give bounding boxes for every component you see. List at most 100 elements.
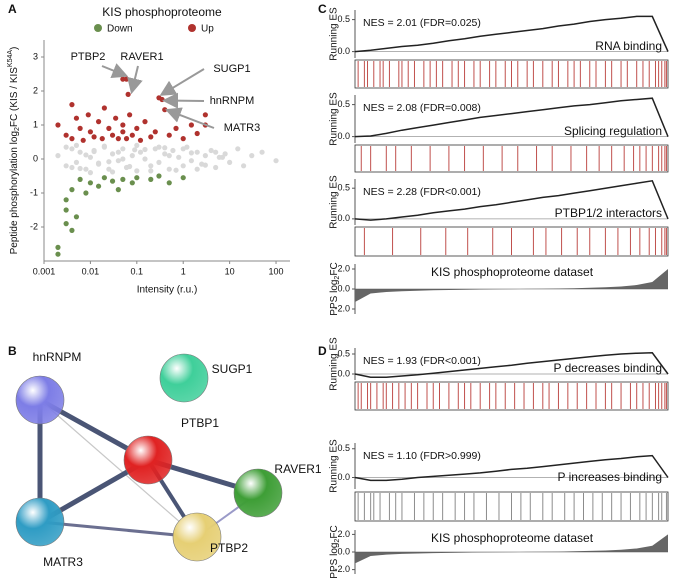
- node-label: PTBP1: [181, 416, 219, 430]
- data-point: [109, 178, 116, 184]
- data-point: [134, 168, 140, 174]
- network-node: [15, 497, 65, 547]
- data-point: [69, 227, 75, 233]
- label-part: 2: [334, 539, 341, 543]
- data-point: [115, 149, 121, 155]
- nes-annotation: NES = 2.08 (FDR=0.008): [363, 102, 481, 114]
- network-edge: [39, 399, 198, 538]
- data-point: [173, 167, 179, 173]
- y-tick-label: 0.5: [337, 443, 350, 453]
- y-axis-label: Running ES: [329, 92, 340, 146]
- hit-strip: [354, 144, 669, 173]
- chart-title: KIS phosphoproteome dataset: [431, 531, 594, 545]
- x-tick-label: 0.001: [33, 266, 56, 276]
- data-point: [208, 147, 214, 154]
- data-point: [55, 244, 61, 250]
- data-point: [91, 134, 97, 140]
- gene-set-label: P decreases binding: [553, 361, 662, 375]
- hit-strip: [354, 381, 669, 411]
- y-tick-label: 2.0: [337, 529, 350, 539]
- data-point: [162, 107, 168, 113]
- data-point: [148, 176, 154, 182]
- data-point: [73, 159, 80, 165]
- gene-set-label: RNA binding: [595, 39, 662, 53]
- data-point: [213, 164, 219, 171]
- data-point: [180, 136, 186, 142]
- annotation-arrow: [162, 92, 205, 109]
- y-tick-label: -2.0: [334, 303, 350, 313]
- data-point: [129, 132, 135, 138]
- y-axis-label: Running ES: [329, 7, 340, 61]
- legend-marker: [188, 24, 196, 32]
- node-label: PTBP2: [210, 541, 248, 555]
- data-point: [142, 146, 148, 153]
- y-axis-label: PPS log2FC: [329, 262, 342, 315]
- data-point: [63, 144, 69, 150]
- data-point: [156, 173, 162, 179]
- node-label: RAVER1: [274, 462, 321, 476]
- panel-letter: D: [318, 344, 327, 358]
- network-node: [123, 435, 173, 485]
- data-point: [101, 105, 107, 111]
- y-tick-label: 0.5: [337, 348, 350, 358]
- y-tick-label: 3: [33, 51, 38, 61]
- data-point: [176, 154, 182, 160]
- data-point: [80, 137, 86, 143]
- y-axis-label: Running ES: [329, 175, 340, 229]
- annotation-label: PTBP2: [71, 51, 106, 63]
- annotation-label: MATR3: [224, 122, 260, 134]
- data-point: [63, 197, 69, 203]
- network-edge: [39, 520, 198, 539]
- data-point: [127, 112, 133, 118]
- y-tick-label: 2: [33, 85, 38, 95]
- data-point: [69, 164, 75, 171]
- data-point: [63, 132, 69, 138]
- data-point: [194, 130, 200, 137]
- data-point: [87, 170, 94, 176]
- data-point: [77, 176, 83, 182]
- data-point: [148, 134, 154, 140]
- label-part: PPS log: [329, 280, 340, 316]
- data-point: [69, 146, 75, 152]
- data-point: [166, 180, 172, 186]
- y-tick-label: 0: [33, 153, 38, 163]
- label-part: FC (KIS / KIS: [9, 67, 20, 127]
- data-point: [166, 153, 172, 159]
- data-point: [273, 158, 279, 164]
- data-point: [77, 149, 83, 155]
- data-point: [159, 96, 165, 103]
- y-tick-label: 0.5: [337, 183, 350, 193]
- data-point: [115, 187, 121, 193]
- y-tick-label: 0.0: [337, 368, 350, 378]
- y-tick-label: 0.0: [337, 283, 350, 293]
- data-point: [227, 159, 233, 165]
- label-part: 2: [334, 276, 341, 280]
- data-point: [99, 136, 105, 142]
- data-point: [137, 149, 144, 155]
- data-point: [194, 149, 200, 155]
- data-point: [63, 163, 69, 169]
- data-point: [173, 125, 179, 131]
- data-point: [109, 132, 116, 138]
- data-point: [123, 76, 130, 82]
- data-point: [127, 163, 133, 170]
- data-point: [55, 122, 61, 128]
- data-point: [156, 144, 162, 150]
- data-point: [120, 122, 126, 128]
- y-tick-label: -1: [30, 187, 38, 197]
- data-point: [180, 146, 186, 152]
- running-es-curve: [354, 454, 669, 482]
- label-part: FC: [329, 262, 340, 275]
- y-tick-label: 0.5: [337, 99, 350, 109]
- data-point: [101, 175, 107, 181]
- data-point: [188, 158, 194, 164]
- hit-strip: [354, 59, 669, 89]
- x-tick-label: 10: [225, 266, 235, 276]
- data-point: [106, 125, 112, 131]
- panel-letter: A: [8, 2, 17, 16]
- data-point: [213, 149, 219, 155]
- data-point: [69, 102, 75, 108]
- data-point: [120, 156, 126, 162]
- y-tick-label: -2: [30, 221, 38, 231]
